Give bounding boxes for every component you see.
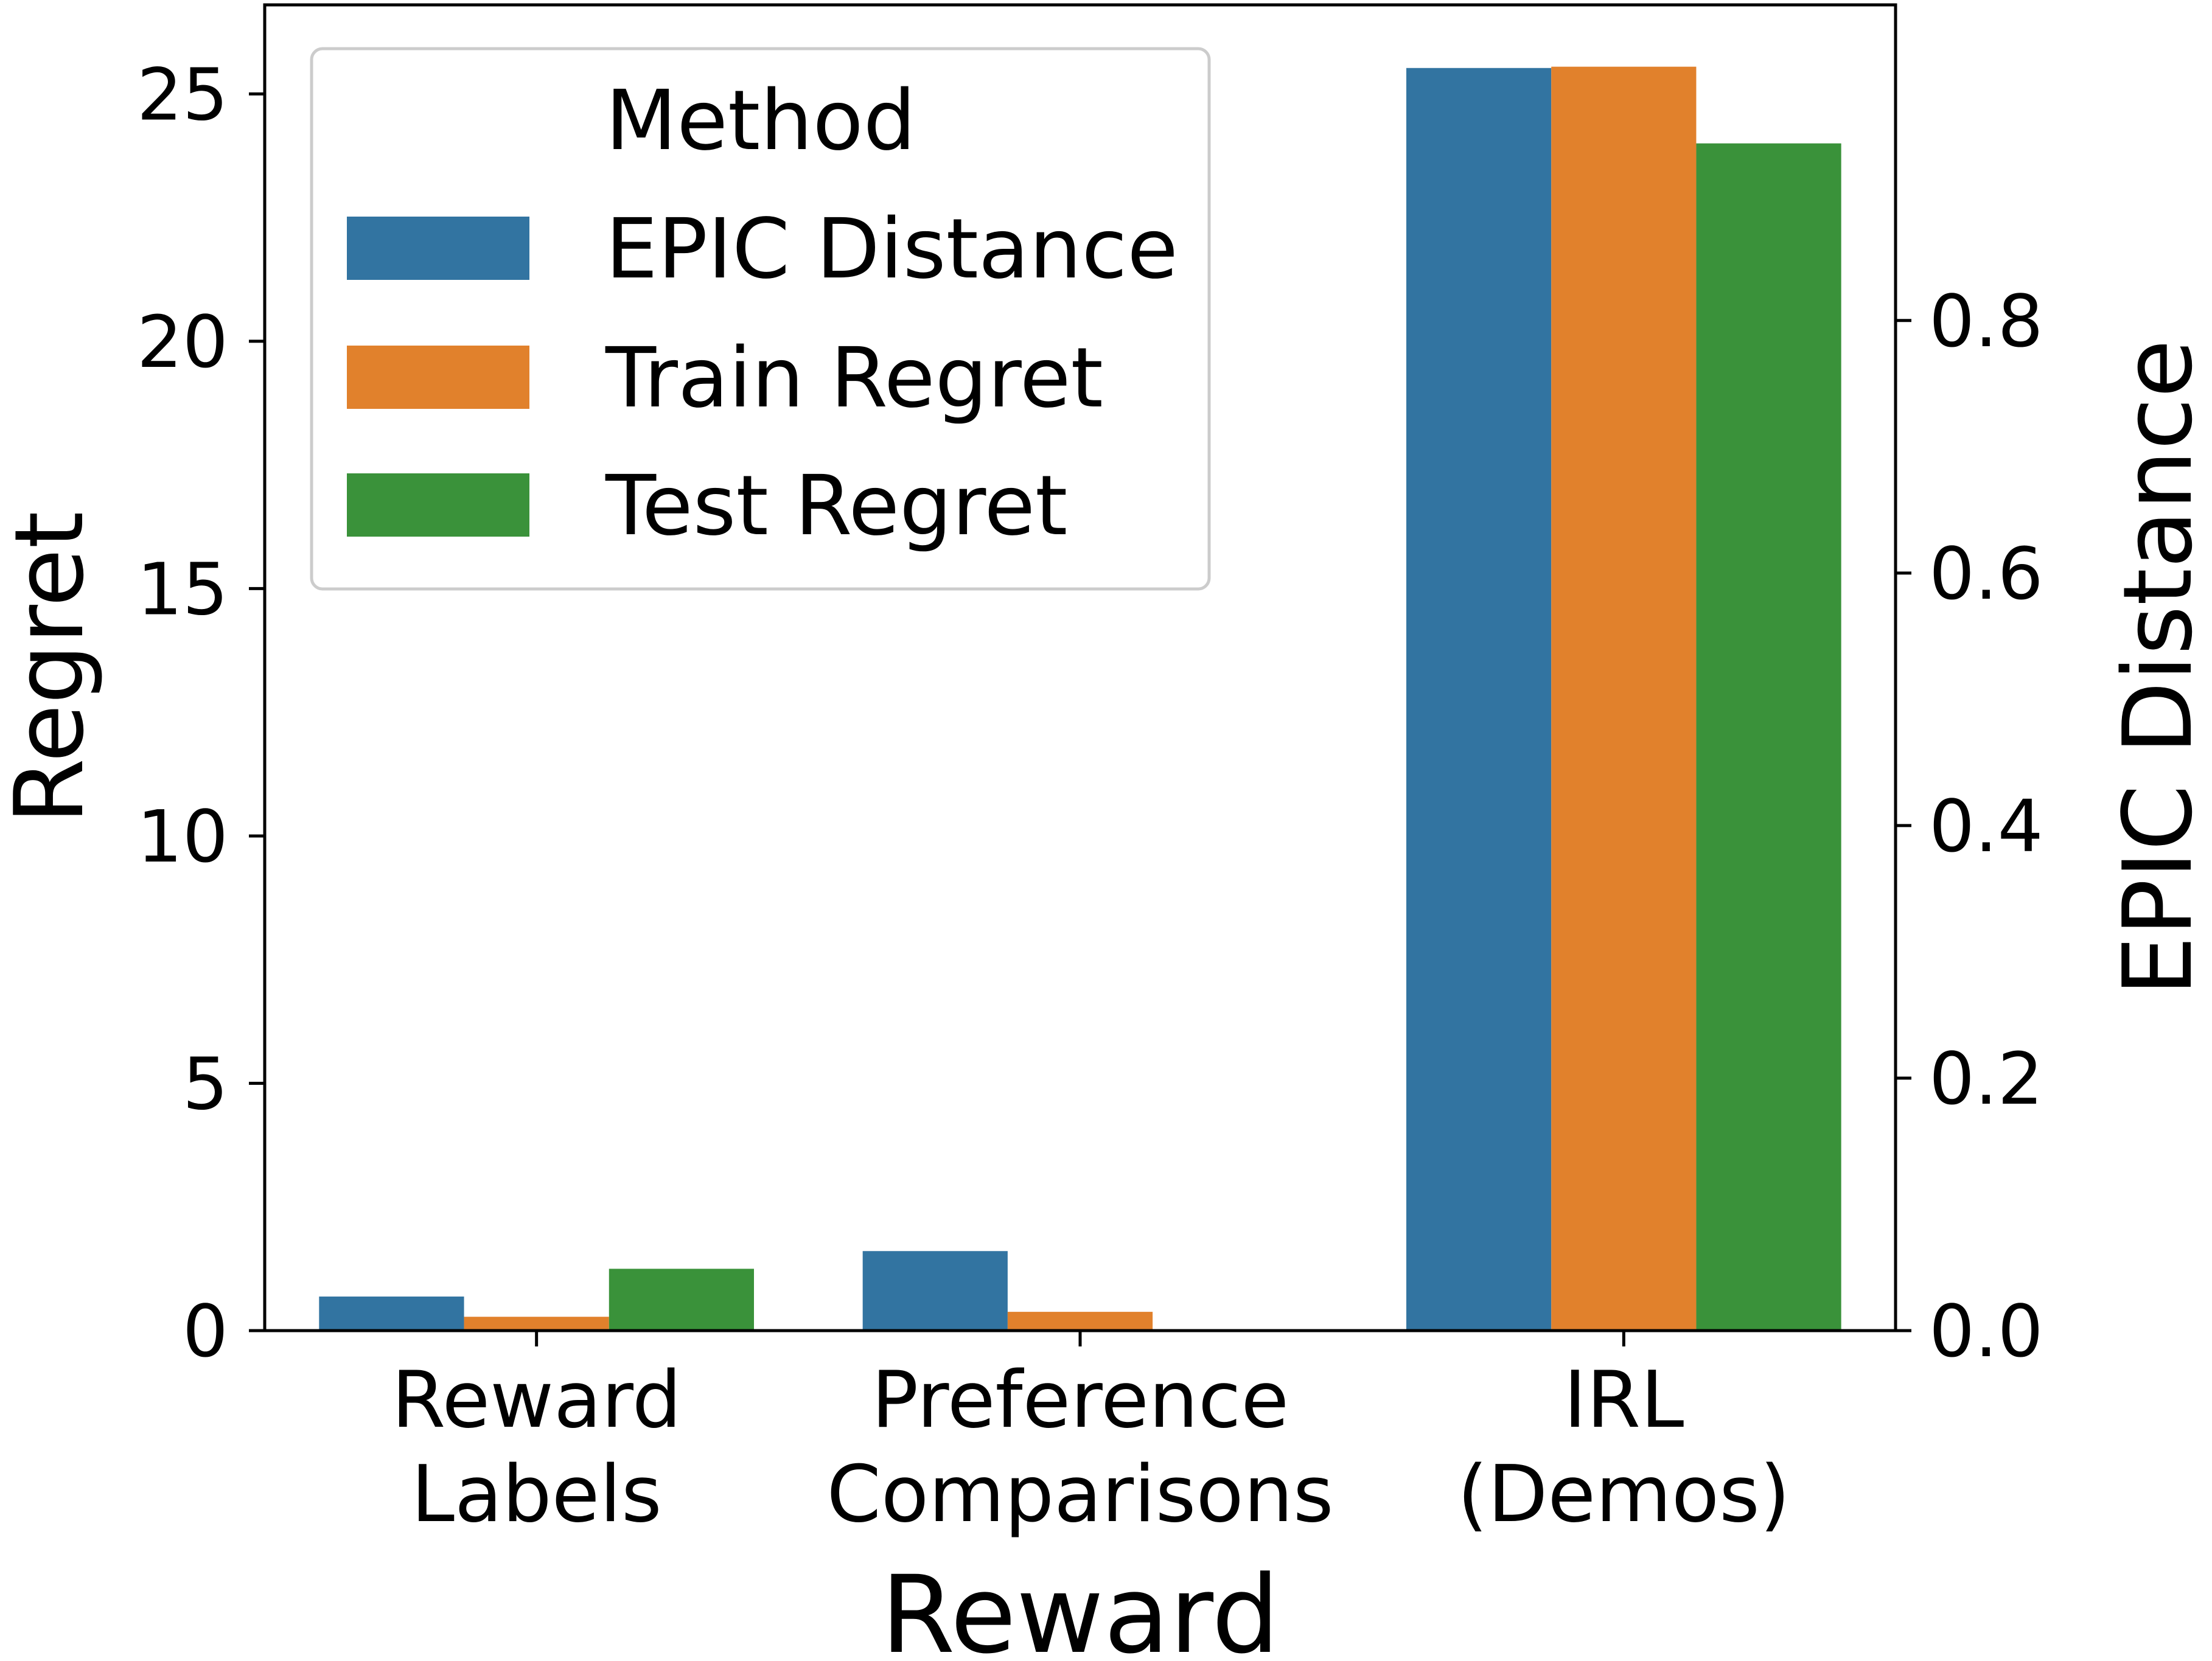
y2-axis-title: EPIC Distance xyxy=(2102,340,2212,996)
bar-epic-distance-0 xyxy=(319,1296,464,1331)
x-tick-label: Reward xyxy=(391,1355,682,1446)
x-tick-label: Preference xyxy=(871,1355,1289,1446)
x-tick-label: Comparisons xyxy=(826,1449,1333,1540)
legend-swatch xyxy=(347,217,529,280)
bars-group xyxy=(319,66,1841,1331)
y2-tick-label: 0.4 xyxy=(1929,784,2043,868)
left-y-axis: 0 5 10 15 20 25 xyxy=(137,52,265,1373)
bar-train-regret-2 xyxy=(1551,66,1697,1331)
legend-swatch xyxy=(347,346,529,409)
legend-title: Method xyxy=(605,73,916,169)
legend-swatch xyxy=(347,473,529,537)
legend: Method EPIC Distance Train Regret Test Reg… xyxy=(310,47,1211,591)
y-tick-label: 0 xyxy=(183,1289,228,1373)
y2-tick-label: 0.0 xyxy=(1929,1289,2043,1373)
y2-tick-label: 0.2 xyxy=(1929,1037,2043,1121)
y-tick-label: 25 xyxy=(137,52,228,136)
y-tick-label: 10 xyxy=(137,795,228,879)
bar-train-regret-1 xyxy=(1007,1312,1153,1331)
bar-epic-distance-1 xyxy=(862,1251,1008,1331)
y2-tick-label: 0.6 xyxy=(1929,532,2043,616)
bar-train-regret-0 xyxy=(464,1317,609,1331)
legend-items: EPIC Distance Train Regret Test Regret xyxy=(347,201,1178,554)
legend-label: EPIC Distance xyxy=(605,201,1178,298)
y-axis-title: Regret xyxy=(0,511,105,824)
legend-box xyxy=(310,47,1211,591)
x-tick-label: IRL xyxy=(1563,1355,1684,1446)
x-tick-label: Labels xyxy=(411,1449,662,1540)
bar-test-regret-0 xyxy=(609,1269,754,1331)
y-tick-label: 15 xyxy=(137,547,228,631)
x-tick-label: (Demos) xyxy=(1457,1449,1790,1540)
legend-label: Test Regret xyxy=(605,458,1067,554)
bar-test-regret-2 xyxy=(1696,143,1841,1331)
legend-label: Train Regret xyxy=(605,330,1103,427)
y-tick-label: 5 xyxy=(183,1042,228,1126)
right-y-axis: 0.0 0.2 0.4 0.6 0.8 xyxy=(1896,279,2043,1373)
x-axis-title: Reward xyxy=(881,1553,1279,1661)
y2-tick-label: 0.8 xyxy=(1929,279,2043,363)
y-tick-label: 20 xyxy=(137,300,228,384)
bar-epic-distance-2 xyxy=(1406,68,1552,1331)
